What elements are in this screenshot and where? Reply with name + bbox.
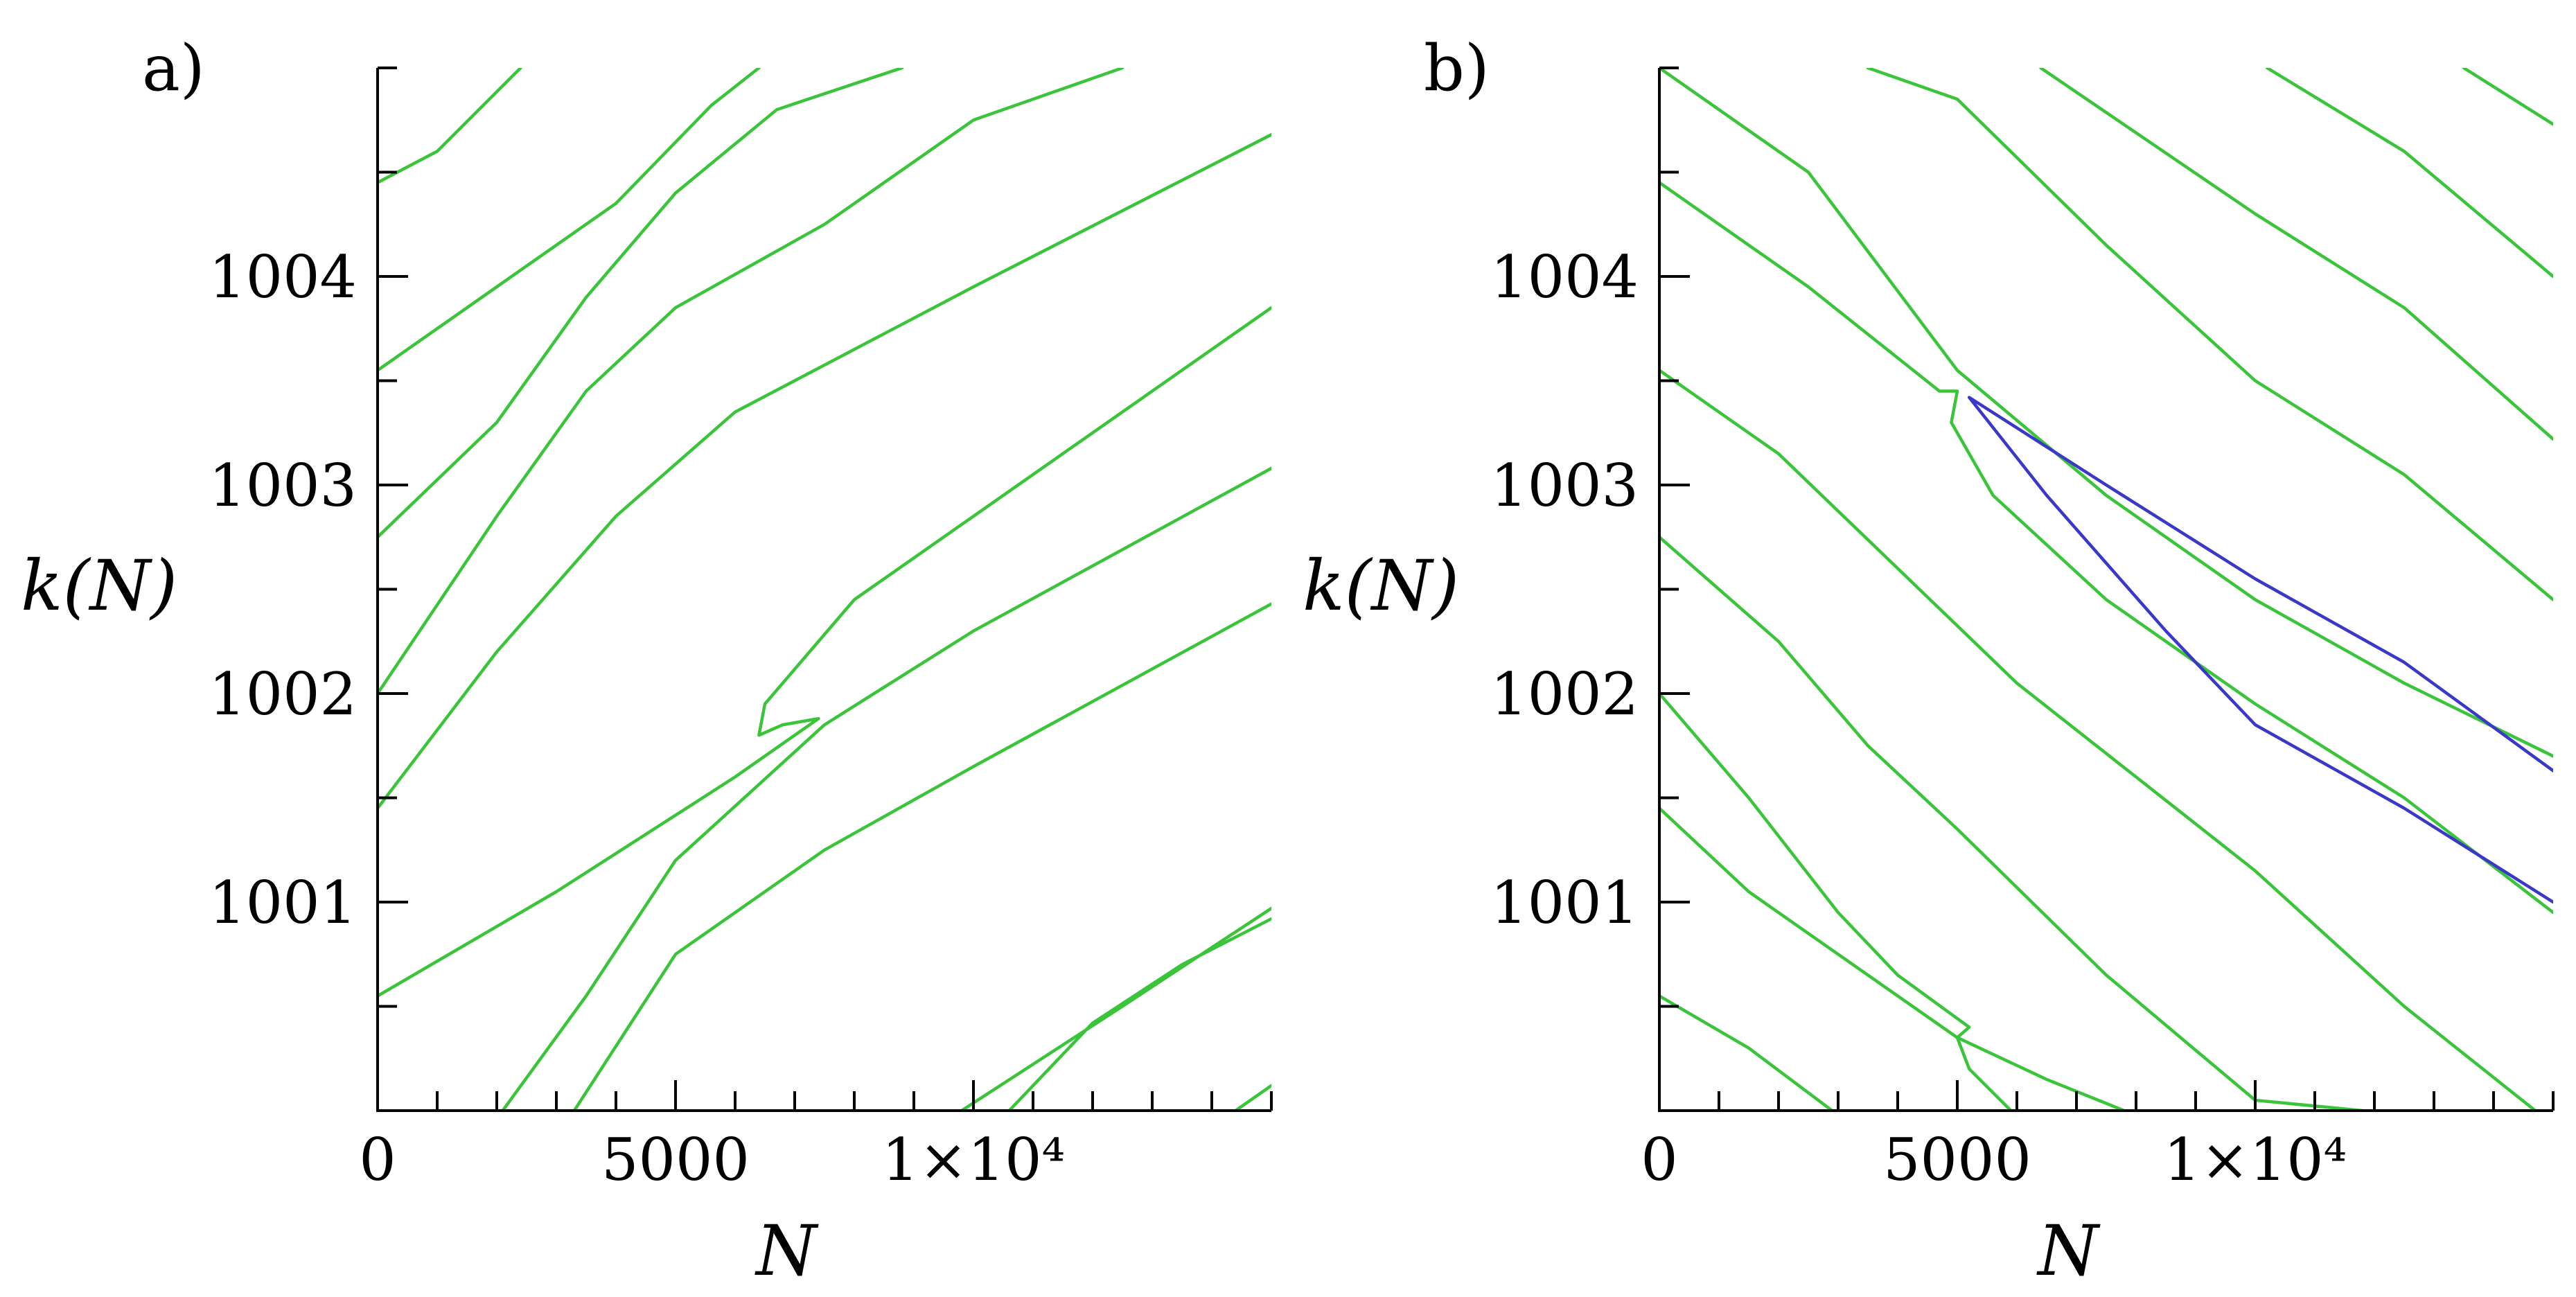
panel-b-curve-8 <box>1659 535 2365 1111</box>
panel-a-y-tick-label: 1001 <box>209 869 357 937</box>
panel-a-x-axis-label: N <box>755 1210 819 1291</box>
panel-b-curve-3 <box>2039 68 2553 441</box>
panel-a-curve-7 <box>501 466 1271 1111</box>
panel-a-x-tick-label: 1×10⁴ <box>882 1126 1065 1194</box>
panel-a-curve-2 <box>378 68 761 372</box>
panel-b-curve-2 <box>2265 68 2553 279</box>
panel-a-curve-1 <box>378 68 522 184</box>
panel-b: b) 0 5000 1×10⁴ 1001 1002 1003 1004 k(N) N <box>1303 31 2555 1291</box>
panel-a-curve-8 <box>572 602 1271 1111</box>
panel-a-curve-11 <box>1234 1084 1271 1111</box>
panel-b-y-tick-label: 1001 <box>1490 869 1639 937</box>
panel-a-curve-9 <box>960 906 1271 1111</box>
panel-a-y-tick-label: 1002 <box>209 660 357 728</box>
panel-a-curve-4 <box>378 68 1124 696</box>
panel-b-curve-11 <box>1659 994 1834 1111</box>
panel-b-curve-10 <box>1659 806 2126 1111</box>
panel-b-curve-9 <box>1659 691 2013 1111</box>
panel-a-y-tick-label: 1004 <box>209 243 357 311</box>
panel-b-label: b) <box>1424 31 1490 105</box>
panel-b-curve-12 <box>1967 396 2553 904</box>
panel-b-axes <box>1658 68 2553 1112</box>
panel-b-curve-7 <box>1659 369 2537 1111</box>
panel-b-y-axis-label: k(N) <box>1303 545 1459 626</box>
panel-b-x-tick-label: 1×10⁴ <box>2164 1126 2347 1194</box>
panel-a-curve-6 <box>378 306 1271 998</box>
panel-b-x-axis-label: N <box>2036 1210 2101 1291</box>
panel-a-y-axis-label: k(N) <box>21 545 177 626</box>
panel-b-y-tick-label: 1004 <box>1490 243 1639 311</box>
panel-a-y-tick-label: 1003 <box>209 452 357 520</box>
panel-b-y-tick-label: 1002 <box>1490 660 1639 728</box>
panel-b-x-tick-label: 0 <box>1641 1126 1677 1194</box>
panel-b-curve-4 <box>1866 68 2553 601</box>
panel-a-curve-5 <box>378 133 1271 810</box>
panel-b-curve-1 <box>2462 68 2553 126</box>
panel-a-label: a) <box>142 31 205 105</box>
panel-b-curve-6 <box>1659 181 2553 915</box>
panel-a-x-tick-label: 0 <box>359 1126 396 1194</box>
panel-b-y-tick-label: 1003 <box>1490 452 1639 520</box>
panel-b-x-tick-label: 5000 <box>1883 1126 2031 1194</box>
panel-b-curve-5 <box>1659 68 2553 758</box>
panel-a-curve-3 <box>378 68 904 539</box>
panel-a-curve-10 <box>1007 917 1271 1111</box>
panel-a: a) 0 5000 1×10⁴ 1001 1002 1003 1004 k(N) N <box>21 31 1273 1291</box>
panel-a-x-tick-label: 5000 <box>601 1126 750 1194</box>
